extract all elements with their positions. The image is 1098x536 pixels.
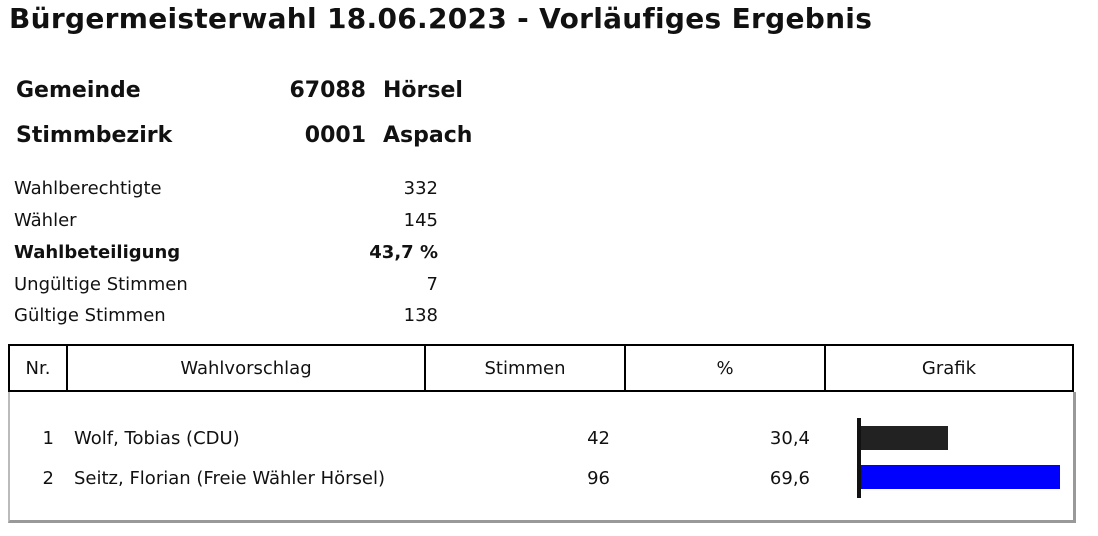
stat-label: Gültige Stimmen (14, 305, 166, 326)
col-header-percent: % (626, 346, 826, 390)
row-nr: 1 (42, 428, 54, 449)
stat-value: 43,7 % (369, 242, 438, 263)
gemeinde-code: 67088 (289, 78, 366, 103)
vote-share-bar (861, 465, 1060, 489)
stat-label: Wähler (14, 210, 77, 231)
stat-label: Wahlberechtigte (14, 178, 162, 199)
row-nr: 2 (42, 468, 54, 489)
row-votes: 96 (587, 468, 610, 489)
gemeinde-name: Hörsel (383, 78, 463, 103)
gemeinde-row: Gemeinde 67088 Hörsel (16, 78, 486, 108)
stimmbezirk-name: Aspach (383, 123, 473, 148)
col-header-nr: Nr. (10, 346, 68, 390)
stat-gueltige: Gültige Stimmen 138 (14, 305, 438, 326)
row-proposal: Seitz, Florian (Freie Wähler Hörsel) (74, 468, 386, 489)
stat-wahlberechtigte: Wahlberechtigte 332 (14, 178, 438, 199)
stat-waehler: Wähler 145 (14, 210, 438, 231)
row-proposal: Wolf, Tobias (CDU) (74, 428, 240, 449)
stat-value: 145 (403, 210, 438, 231)
results-table-header: Nr. Wahlvorschlag Stimmen % Grafik (8, 344, 1074, 392)
row-percent: 30,4 (769, 428, 810, 449)
graphic-axis (857, 418, 861, 498)
stat-value: 332 (403, 178, 438, 199)
col-header-votes: Stimmen (426, 346, 626, 390)
results-table-body: 1 Wolf, Tobias (CDU) 42 30,4 2 Seitz, Fl… (8, 392, 1076, 523)
gemeinde-label: Gemeinde (16, 78, 141, 103)
page-title: Bürgermeisterwahl 18.06.2023 - Vorläufig… (9, 2, 873, 35)
stat-label: Wahlbeteiligung (14, 242, 181, 263)
col-header-graphic: Grafik (921, 357, 977, 379)
row-percent: 69,6 (769, 468, 810, 489)
stimmbezirk-code: 0001 (304, 123, 366, 148)
stat-value: 138 (403, 305, 438, 326)
vote-share-bar (861, 426, 948, 450)
stat-wahlbeteiligung: Wahlbeteiligung 43,7 % (14, 242, 438, 263)
col-header-proposal: Wahlvorschlag (68, 346, 426, 390)
stat-ungueltige: Ungültige Stimmen 7 (14, 274, 438, 295)
stimmbezirk-row: Stimmbezirk 0001 Aspach (16, 123, 486, 153)
stat-value: 7 (426, 274, 438, 295)
row-votes: 42 (587, 428, 610, 449)
stat-label: Ungültige Stimmen (14, 274, 188, 295)
stimmbezirk-label: Stimmbezirk (16, 123, 173, 148)
